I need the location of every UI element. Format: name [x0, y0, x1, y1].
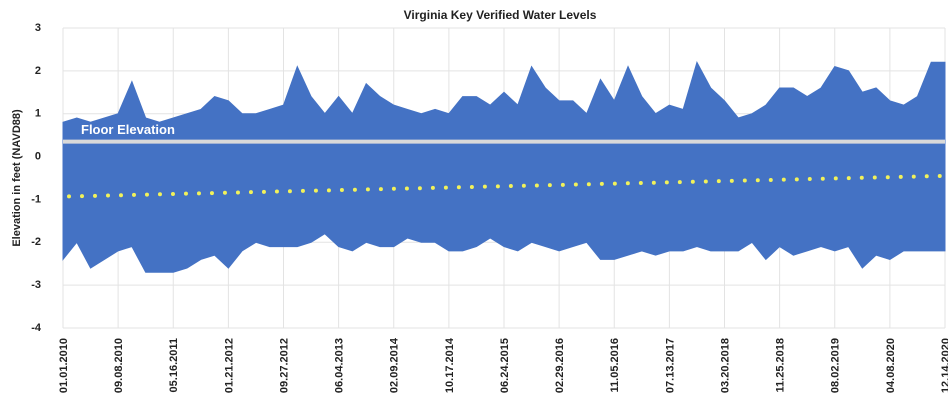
x-tick-label: 06.04.2013 — [334, 338, 346, 393]
x-tick-label: 07.13.2017 — [664, 338, 676, 393]
y-tick-label: -3 — [31, 279, 41, 291]
x-tick-label: 05.16.2011 — [168, 338, 180, 392]
y-tick-label: 0 — [35, 150, 41, 162]
y-tick-label: -1 — [31, 193, 41, 205]
x-tick-label: 11.25.2018 — [775, 338, 787, 392]
x-tick-label: 08.02.2019 — [830, 338, 842, 393]
water-level-area — [62, 156, 946, 273]
x-tick-label: 01.01.2010 — [58, 338, 70, 393]
y-tick-label: -4 — [31, 322, 42, 334]
x-tick-label: 01.21.2012 — [223, 338, 235, 393]
y-axis-label: Elevation in feet (NAVD88) — [11, 109, 23, 247]
x-tick-label: 06.24.2015 — [499, 338, 511, 393]
x-tick-label: 04.08.2020 — [885, 338, 897, 393]
x-tick-label: 02.29.2016 — [554, 338, 566, 393]
y-tick-label: 3 — [35, 22, 41, 34]
x-tick-label: 12.14.2020 — [940, 338, 948, 393]
chart-title: Virginia Key Verified Water Levels — [404, 8, 597, 22]
water-level-area — [62, 60, 946, 158]
x-tick-label: 11.05.2016 — [609, 338, 621, 392]
x-tick-label: 03.20.2018 — [719, 338, 731, 393]
floor-elevation-label: Floor Elevation — [81, 122, 175, 137]
x-tick-label: 09.08.2010 — [113, 338, 125, 393]
y-tick-label: 2 — [35, 65, 41, 77]
y-tick-label: -2 — [31, 236, 41, 248]
x-tick-label: 09.27.2012 — [278, 338, 290, 393]
y-tick-label: 1 — [35, 108, 41, 120]
x-tick-label: 10.17.2014 — [444, 337, 456, 393]
x-tick-label: 02.09.2014 — [389, 337, 401, 393]
